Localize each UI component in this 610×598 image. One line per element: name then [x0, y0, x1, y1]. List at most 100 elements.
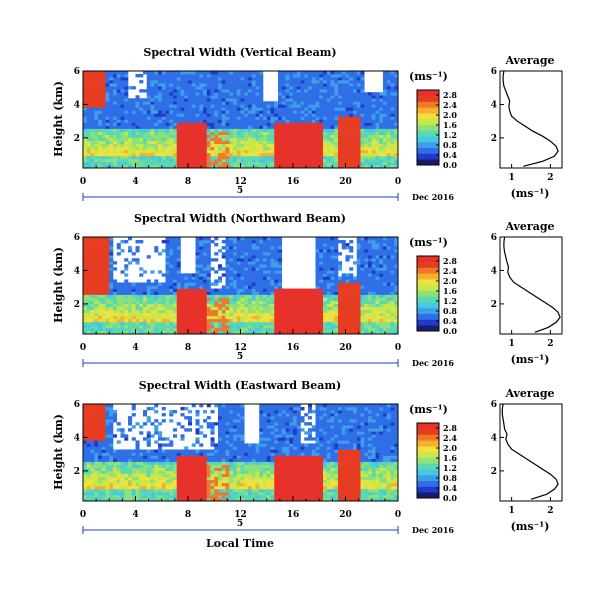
heatmap-cell: [206, 119, 211, 123]
heatmap-cell: [229, 146, 234, 151]
heatmap-cell: [150, 315, 155, 320]
heatmap-cell: [124, 104, 129, 108]
heatmap-cell: [371, 309, 376, 314]
heatmap-cell: [176, 155, 181, 160]
heatmap-cell: [251, 324, 256, 329]
heatmap-cell: [334, 71, 339, 75]
heatmap-cell: [263, 164, 268, 169]
heatmap-cell: [169, 77, 174, 81]
heatmap-cell: [191, 143, 196, 148]
heatmap-cell: [266, 309, 271, 314]
heatmap-cell: [356, 107, 361, 111]
heatmap-cell: [210, 143, 215, 148]
heatmap-cell: [109, 282, 114, 286]
heatmap-cell: [109, 330, 114, 335]
heatmap-cell: [221, 288, 226, 292]
heatmap-cell: [154, 77, 159, 81]
heatmap-cell: [244, 101, 249, 105]
heatmap-cell: [188, 158, 193, 163]
heatmap-cell: [315, 110, 320, 114]
heatmap-cell: [113, 158, 118, 163]
heatmap-cell: [349, 282, 354, 286]
heatmap-cell: [131, 164, 136, 169]
heatmap-cell: [109, 306, 114, 311]
heatmap-cell: [315, 71, 320, 75]
heatmap-cell: [120, 291, 125, 295]
heatmap-cell: [308, 294, 313, 298]
heatmap-cell: [221, 101, 226, 105]
heatmap-cell: [165, 125, 170, 129]
heatmap-cell: [176, 92, 181, 96]
heatmap-cell: [90, 77, 95, 81]
heatmap-cell: [98, 125, 103, 129]
heatmap-cell: [206, 113, 211, 117]
heatmap-cell: [371, 122, 376, 126]
heatmap-cell: [364, 137, 369, 142]
heatmap-cell: [266, 237, 271, 241]
heatmap-cell: [274, 152, 279, 157]
heatmap-cell: [308, 86, 313, 90]
heatmap-cell: [323, 291, 328, 295]
heatmap-cell: [266, 134, 271, 138]
heatmap-cell: [285, 74, 290, 78]
heatmap-cell: [184, 146, 189, 151]
heatmap-cell: [251, 303, 256, 308]
heatmap-cell: [330, 104, 335, 108]
heatmap-cell: [319, 113, 324, 117]
heatmap-cell: [360, 294, 365, 298]
heatmap-cell: [154, 282, 159, 286]
heatmap-cell: [165, 83, 170, 87]
heatmap-cell: [368, 288, 373, 292]
heatmap-cell: [184, 306, 189, 311]
heatmap-cell: [364, 246, 369, 250]
heatmap-cell: [263, 324, 268, 329]
heatmap-cell: [375, 303, 380, 308]
heatmap-cell: [169, 86, 174, 90]
heatmap-cell: [244, 134, 249, 138]
heatmap-cell: [113, 315, 118, 320]
heatmap-cell: [214, 119, 219, 123]
heatmap-cell: [214, 243, 219, 247]
heatmap-cell: [368, 246, 373, 250]
heatmap-cell: [375, 273, 380, 277]
heatmap-cell: [233, 264, 238, 268]
heatmap-cell: [394, 309, 399, 314]
heatmap-cell: [345, 83, 350, 87]
heatmap-cell: [293, 131, 298, 135]
heatmap-cell: [323, 98, 328, 102]
heatmap-cell: [289, 300, 294, 304]
heatmap-cell: [191, 101, 196, 105]
heatmap-cell: [180, 110, 185, 114]
heatmap-cell: [281, 131, 286, 135]
x-tick-label: 20: [339, 343, 352, 353]
heatmap-cell: [323, 240, 328, 244]
heatmap-cell: [274, 110, 279, 114]
heatmap-cell: [94, 300, 99, 304]
heatmap-cell: [173, 125, 178, 129]
heatmap-cell: [236, 261, 241, 265]
heatmap-cell: [229, 116, 234, 120]
heatmap-cell: [83, 74, 88, 78]
heatmap-cell: [128, 294, 133, 298]
heatmap-cell: [289, 125, 294, 129]
heatmap-cell: [176, 306, 181, 311]
heatmap-cell: [120, 309, 125, 314]
heatmap-cell: [195, 89, 200, 93]
colorbar-segment: [417, 279, 439, 286]
heatmap-cell: [323, 86, 328, 90]
heatmap-cell: [109, 86, 114, 90]
heatmap-cell: [124, 89, 129, 93]
heatmap-cell: [191, 149, 196, 154]
heatmap-cell: [184, 161, 189, 166]
heatmap-cell: [364, 243, 369, 247]
heatmap-cell: [244, 258, 249, 262]
heatmap-cell: [184, 92, 189, 96]
heatmap-cell: [371, 327, 376, 332]
heatmap-cell: [394, 71, 399, 75]
heatmap-cell: [390, 113, 395, 117]
heatmap-cell: [124, 110, 129, 114]
heatmap-cell: [349, 161, 354, 166]
heatmap-cell: [315, 131, 320, 135]
heatmap-cell: [240, 288, 245, 292]
heatmap-cell: [304, 315, 309, 320]
